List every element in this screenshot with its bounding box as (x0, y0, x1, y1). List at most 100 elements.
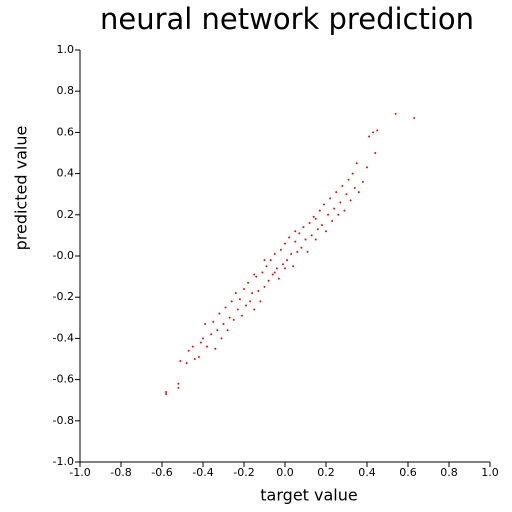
point (318, 209, 321, 212)
point (343, 209, 346, 212)
point (306, 250, 309, 253)
y-tick-label: -0.0 (53, 249, 74, 262)
point (253, 308, 256, 311)
point (302, 226, 305, 229)
point (337, 213, 340, 216)
x-tick-label: 0.8 (440, 466, 458, 479)
point (316, 228, 319, 231)
point (165, 390, 168, 393)
point (304, 238, 307, 241)
point (197, 355, 200, 358)
x-axis-label: target value (260, 486, 357, 505)
y-tick-label: -0.4 (53, 331, 74, 344)
point (232, 318, 235, 321)
point (257, 290, 260, 293)
point (277, 277, 280, 280)
point (165, 393, 168, 396)
point (290, 252, 293, 255)
point (267, 279, 270, 282)
y-tick-label: 1.0 (57, 43, 75, 56)
x-tick-label: 0.0 (276, 466, 294, 479)
point (249, 300, 252, 303)
point (238, 298, 241, 301)
point (288, 236, 291, 239)
point (361, 180, 364, 183)
x-tick-label: 0.4 (358, 466, 376, 479)
point (177, 382, 180, 385)
x-tick-label: -0.6 (151, 466, 172, 479)
point (327, 213, 330, 216)
point (355, 162, 358, 165)
point (314, 238, 317, 241)
point (212, 320, 215, 323)
point (210, 333, 213, 336)
point (230, 300, 233, 303)
x-tick-label: 1.0 (481, 466, 499, 479)
point (294, 240, 297, 243)
x-tick-label: -0.2 (233, 466, 254, 479)
point (335, 191, 338, 194)
point (216, 329, 219, 332)
point (347, 178, 350, 181)
chart-title: neural network prediction (100, 2, 474, 36)
y-tick-label: -0.8 (53, 414, 74, 427)
point (185, 362, 188, 365)
point (228, 316, 231, 319)
point (220, 337, 223, 340)
point (394, 112, 397, 115)
point (273, 252, 276, 255)
y-axis-label: predicted value (12, 126, 31, 251)
point (341, 184, 344, 187)
y-tick-label: -0.2 (53, 290, 74, 303)
point (214, 347, 217, 350)
point (374, 152, 377, 154)
point (331, 219, 334, 222)
point (263, 259, 266, 262)
point (314, 217, 317, 220)
point (177, 386, 180, 389)
y-tick-label: 0.6 (57, 125, 75, 138)
point (286, 259, 289, 262)
point (199, 341, 202, 344)
y-tick-label: -0.6 (53, 373, 74, 386)
point (255, 275, 258, 278)
point (339, 201, 342, 204)
point (245, 304, 248, 307)
point (366, 166, 368, 169)
point (333, 207, 336, 210)
point (253, 273, 256, 276)
point (312, 215, 315, 218)
x-tick-label: 0.2 (317, 466, 335, 479)
point (298, 232, 301, 235)
point (269, 259, 272, 262)
point (345, 193, 348, 196)
point (320, 224, 323, 227)
y-tick-label: 0.2 (57, 208, 75, 221)
point (322, 203, 325, 206)
point (226, 329, 229, 332)
point (281, 263, 284, 266)
point (376, 129, 379, 132)
point (296, 250, 299, 253)
point (236, 308, 239, 311)
point (206, 345, 209, 348)
point (372, 131, 375, 134)
point (351, 172, 354, 175)
point (179, 360, 182, 363)
point (294, 230, 297, 233)
point (357, 191, 360, 194)
point (300, 246, 303, 249)
point (234, 292, 237, 295)
point (349, 199, 352, 202)
point (284, 242, 286, 245)
y-tick-label: -1.0 (53, 455, 74, 468)
point (271, 273, 274, 276)
x-tick-label: -0.8 (110, 466, 131, 479)
y-tick-label: 0.8 (57, 84, 75, 97)
point (284, 267, 286, 270)
point (193, 358, 196, 360)
x-tick-label: -1.0 (69, 466, 90, 479)
point (329, 197, 332, 200)
point (243, 287, 245, 290)
